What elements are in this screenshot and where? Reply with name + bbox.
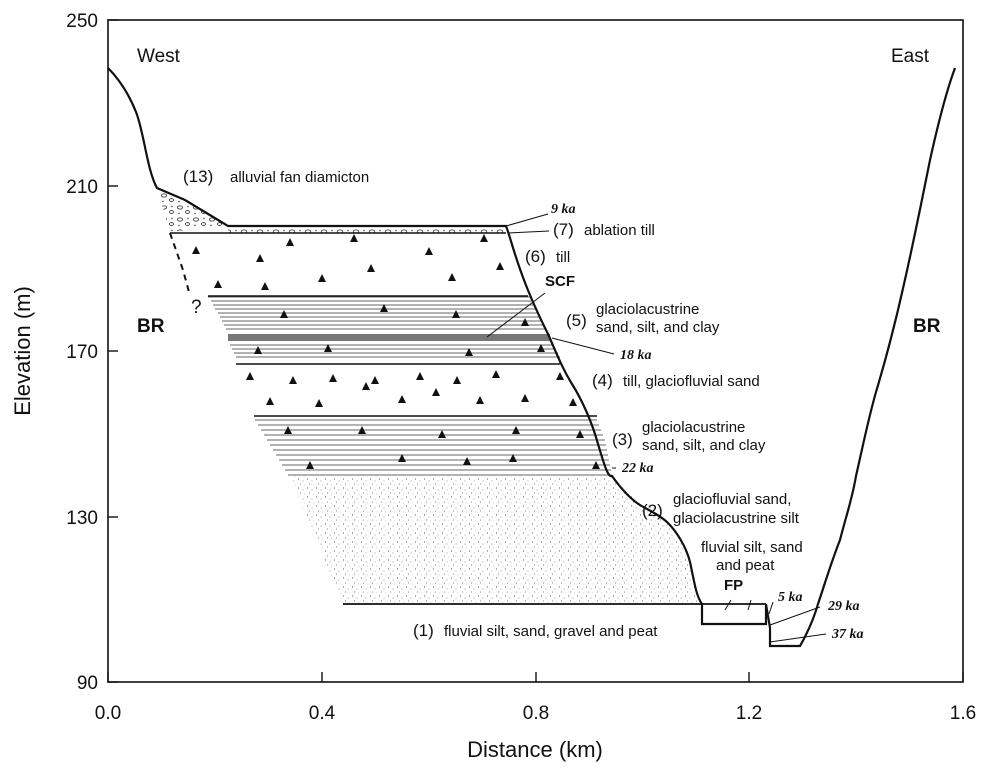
age-37ka: 37 ka: [831, 627, 864, 642]
scf-band: [228, 334, 550, 341]
y-axis-title: Elevation (m): [10, 286, 35, 416]
unit-13-diamicton: [157, 188, 228, 232]
unit-7-number: (7): [553, 220, 574, 239]
x-tick-label: 1.6: [950, 703, 976, 724]
unit-5-number: (5): [566, 311, 587, 330]
bedrock-label-left: BR: [137, 316, 165, 337]
leader-lines: [486, 213, 827, 643]
unit-13-label: alluvial fan diamicton: [230, 169, 369, 186]
y-tick-label: 130: [66, 508, 98, 529]
unit-2-label-line2: glaciolacustrine silt: [673, 510, 800, 527]
till-clasts: [192, 234, 600, 469]
fluvial-top-label-line2: and peat: [716, 557, 775, 574]
unit-7-label: ablation till: [584, 222, 655, 239]
unit-1-number: (1): [413, 621, 434, 640]
age-29ka: 29 ka: [827, 599, 860, 614]
unit-5-laminations: [208, 296, 560, 358]
age-18ka: 18 ka: [620, 348, 652, 363]
valley-profile-line: [107, 67, 957, 648]
query-mark: ?: [191, 297, 202, 318]
y-axis: 250 210 170 130 90 Elevation (m): [10, 11, 118, 694]
section-fill: [157, 188, 766, 605]
east-label: East: [891, 46, 930, 67]
unit-5-label-line2: sand, silt, and clay: [596, 319, 720, 336]
y-tick-label: 250: [66, 11, 98, 32]
fp-label: FP: [724, 577, 743, 594]
unit-3-laminations: [255, 419, 612, 476]
unit-4-label: till, glaciofluvial sand: [623, 373, 760, 390]
x-tick-label: 1.2: [736, 703, 762, 724]
unit-1-label: fluvial silt, sand, gravel and peat: [444, 623, 658, 640]
unit-3-number: (3): [612, 430, 633, 449]
west-label: West: [137, 46, 181, 67]
unit-3-label-line1: glaciolacustrine: [642, 419, 745, 436]
x-tick-label: 0.4: [309, 703, 336, 724]
unit-3-label-line2: sand, silt, and clay: [642, 437, 766, 454]
unit-7-ablation-till-band: [228, 226, 506, 234]
inferred-contact-line: [169, 232, 190, 293]
x-tick-label: 0.8: [523, 703, 549, 724]
age-5ka: 5 ka: [778, 590, 803, 605]
y-tick-label: 210: [66, 177, 98, 198]
x-axis: 0.0 0.4 0.8 1.2 1.6 Distance (km): [95, 672, 976, 762]
unit-2-label-line1: glaciofluvial sand,: [673, 491, 791, 508]
fluvial-top-label-line1: fluvial silt, sand: [701, 539, 803, 556]
unit-6-number: (6): [525, 247, 546, 266]
x-tick-label: 0.0: [95, 703, 121, 724]
age-22ka: 22 ka: [621, 461, 654, 476]
y-tick-label: 90: [77, 673, 98, 694]
bedrock-label-right: BR: [913, 316, 941, 337]
unit-5-label-line1: glaciolacustrine: [596, 301, 699, 318]
unit-13-number: (13): [183, 167, 213, 186]
unit-2-number: (2): [642, 501, 663, 520]
y-tick-label: 170: [66, 342, 98, 363]
unit-4-number: (4): [592, 371, 613, 390]
unit-6-label: till: [556, 249, 570, 266]
scf-label: SCF: [545, 273, 575, 290]
age-9ka: 9 ka: [551, 202, 576, 217]
unit-2-sand-body: [290, 476, 700, 604]
x-axis-title: Distance (km): [467, 737, 603, 762]
